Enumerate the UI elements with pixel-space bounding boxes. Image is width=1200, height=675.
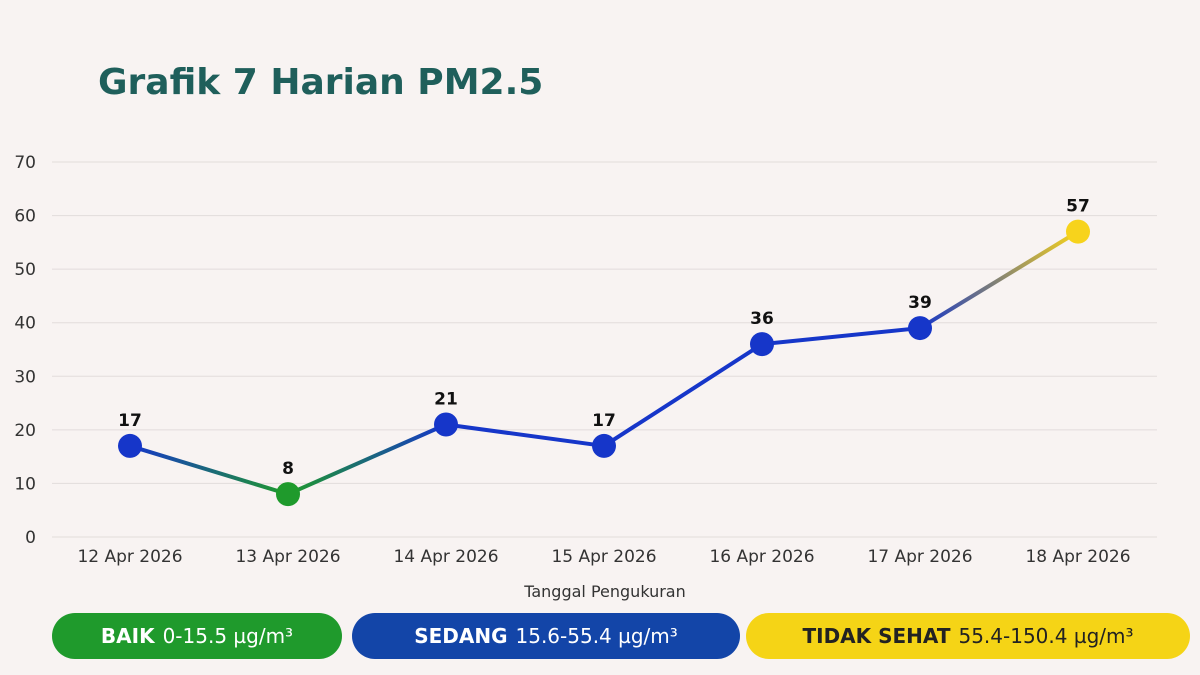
x-tick-label: 13 Apr 2026 xyxy=(235,547,340,567)
y-tick-label: 20 xyxy=(14,421,36,441)
data-label: 57 xyxy=(1066,197,1090,217)
x-tick-label: 17 Apr 2026 xyxy=(867,547,972,567)
x-tick-label: 12 Apr 2026 xyxy=(77,547,182,567)
legend-baik-range: 0-15.5 µg/m³ xyxy=(162,624,294,648)
data-point xyxy=(592,433,616,458)
legend-sedang-range: 15.6-55.4 µg/m³ xyxy=(515,624,678,648)
y-tick-label: 10 xyxy=(14,474,36,494)
legend-sedang: SEDANG 15.6-55.4 µg/m³ xyxy=(352,613,740,659)
x-axis-title: Tanggal Pengukuran xyxy=(524,582,686,601)
y-tick-label: 50 xyxy=(14,260,36,280)
data-points xyxy=(118,219,1090,507)
y-axis-ticks: 0 10 20 30 40 50 60 70 xyxy=(14,153,36,548)
legend-sedang-label: SEDANG xyxy=(414,624,508,648)
y-tick-label: 30 xyxy=(14,367,36,387)
series-line xyxy=(128,229,1080,497)
data-label: 36 xyxy=(750,309,774,329)
data-point xyxy=(276,482,300,507)
data-point xyxy=(434,412,458,437)
y-tick-label: 60 xyxy=(14,207,36,227)
grid-lines xyxy=(52,161,1157,538)
data-label: 21 xyxy=(434,390,458,410)
legend-baik-label: BAIK xyxy=(100,624,155,648)
x-tick-label: 18 Apr 2026 xyxy=(1025,547,1130,567)
legend-baik: BAIK 0-15.5 µg/m³ xyxy=(52,613,342,659)
data-label: 17 xyxy=(592,411,616,431)
data-point xyxy=(1066,219,1090,244)
line-segment xyxy=(286,422,448,497)
data-label: 8 xyxy=(282,459,294,479)
data-point xyxy=(118,433,142,458)
line-segment xyxy=(128,443,290,497)
x-axis-ticks: 12 Apr 2026 13 Apr 2026 14 Apr 2026 15 Apr … xyxy=(77,547,1130,567)
data-label: 39 xyxy=(908,293,932,313)
data-labels: 17 8 21 17 36 39 57 xyxy=(118,197,1090,480)
y-tick-label: 70 xyxy=(14,153,36,173)
legend-tidak-sehat-range: 55.4-150.4 µg/m³ xyxy=(958,624,1134,648)
data-point xyxy=(750,332,774,357)
data-label: 17 xyxy=(118,411,142,431)
x-tick-label: 16 Apr 2026 xyxy=(709,547,814,567)
legend-tidak-sehat-label: TIDAK SEHAT xyxy=(802,624,951,648)
x-tick-label: 14 Apr 2026 xyxy=(393,547,498,567)
y-tick-label: 40 xyxy=(14,314,36,334)
y-tick-label: 0 xyxy=(25,528,36,548)
line-segment xyxy=(444,422,606,448)
chart-title: Grafik 7 Harian PM2.5 xyxy=(98,62,544,103)
line-segment xyxy=(760,326,922,347)
line-segment xyxy=(918,229,1080,331)
x-tick-label: 15 Apr 2026 xyxy=(551,547,656,567)
legend-tidak-sehat: TIDAK SEHAT 55.4-150.4 µg/m³ xyxy=(746,613,1190,659)
line-segment xyxy=(602,342,764,448)
data-point xyxy=(908,316,932,341)
